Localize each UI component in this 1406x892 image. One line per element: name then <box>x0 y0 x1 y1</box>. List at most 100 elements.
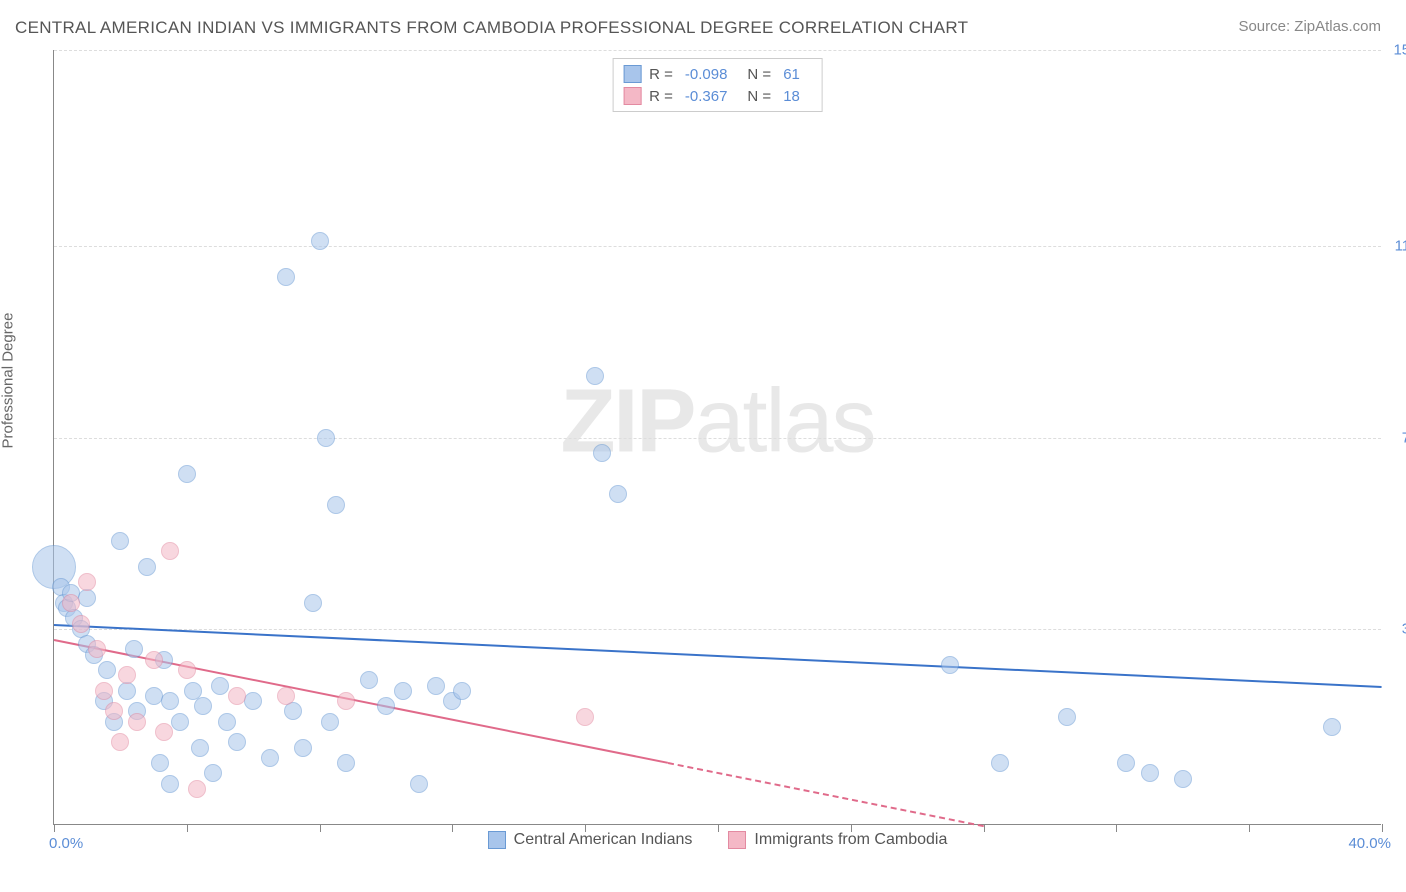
data-point <box>95 682 113 700</box>
x-tick <box>452 824 453 832</box>
data-point <box>304 594 322 612</box>
data-point <box>111 733 129 751</box>
data-point <box>118 682 136 700</box>
chart-title: CENTRAL AMERICAN INDIAN VS IMMIGRANTS FR… <box>15 18 968 38</box>
data-point <box>178 465 196 483</box>
legend-label: Immigrants from Cambodia <box>754 831 947 849</box>
source-label: Source: ZipAtlas.com <box>1238 18 1381 35</box>
data-point <box>78 573 96 591</box>
data-point <box>337 692 355 710</box>
data-point <box>204 764 222 782</box>
data-point <box>161 542 179 560</box>
data-point <box>111 532 129 550</box>
legend-correlation-box: R = -0.098 N = 61 R = -0.367 N = 18 <box>612 58 823 112</box>
gridline <box>54 438 1381 439</box>
x-tick <box>187 824 188 832</box>
data-point <box>218 713 236 731</box>
data-point <box>228 733 246 751</box>
x-tick <box>54 824 55 832</box>
y-axis-title: Professional Degree <box>0 313 17 449</box>
data-point <box>62 594 80 612</box>
n-value: 61 <box>783 66 800 83</box>
data-point <box>151 754 169 772</box>
data-point <box>284 702 302 720</box>
legend-stat-row: R = -0.367 N = 18 <box>623 85 812 107</box>
r-value: -0.098 <box>685 66 728 83</box>
legend-swatch <box>623 65 641 83</box>
data-point <box>118 666 136 684</box>
x-tick <box>851 824 852 832</box>
data-point <box>161 775 179 793</box>
gridline <box>54 246 1381 247</box>
data-point <box>991 754 1009 772</box>
legend-swatch <box>728 831 746 849</box>
y-tick-label: 15.0% <box>1393 42 1406 59</box>
data-point <box>394 682 412 700</box>
x-tick <box>320 824 321 832</box>
data-point <box>171 713 189 731</box>
x-max-label: 40.0% <box>1348 835 1391 852</box>
legend-item: Immigrants from Cambodia <box>728 831 947 849</box>
data-point <box>128 713 146 731</box>
data-point <box>593 444 611 462</box>
data-point <box>1174 770 1192 788</box>
data-point <box>337 754 355 772</box>
data-point <box>72 615 90 633</box>
gridline <box>54 50 1381 51</box>
data-point <box>1117 754 1135 772</box>
data-point <box>98 661 116 679</box>
data-point <box>410 775 428 793</box>
data-point <box>294 739 312 757</box>
data-point <box>105 702 123 720</box>
data-point <box>609 485 627 503</box>
x-tick <box>984 824 985 832</box>
legend-stat-row: R =-0.098N =61 <box>623 63 812 85</box>
data-point <box>161 692 179 710</box>
x-tick <box>585 824 586 832</box>
data-point <box>427 677 445 695</box>
data-point <box>1141 764 1159 782</box>
data-point <box>261 749 279 767</box>
data-point <box>78 589 96 607</box>
data-point <box>191 739 209 757</box>
y-tick-label: 3.8% <box>1402 620 1406 637</box>
data-point <box>125 640 143 658</box>
data-point <box>145 687 163 705</box>
legend-swatch <box>623 87 641 105</box>
y-tick-label: 7.5% <box>1402 429 1406 446</box>
gridline <box>54 629 1381 630</box>
data-point <box>188 780 206 798</box>
legend-label: Central American Indians <box>514 831 693 849</box>
data-point <box>360 671 378 689</box>
data-point <box>586 367 604 385</box>
data-point <box>178 661 196 679</box>
data-point <box>576 708 594 726</box>
data-point <box>277 268 295 286</box>
data-point <box>155 723 173 741</box>
plot-area: ZIPatlas R =-0.098N =61R =-0.367N =18 Ce… <box>53 50 1381 825</box>
n-value: 18 <box>783 88 800 105</box>
data-point <box>327 496 345 514</box>
legend-item: Central American Indians <box>488 831 693 849</box>
data-point <box>941 656 959 674</box>
n-label: N = <box>747 88 771 105</box>
data-point <box>321 713 339 731</box>
trend-line-extrapolated <box>668 762 984 827</box>
data-point <box>228 687 246 705</box>
data-point <box>194 697 212 715</box>
data-point <box>244 692 262 710</box>
data-point <box>88 640 106 658</box>
data-point <box>317 429 335 447</box>
legend-swatch <box>488 831 506 849</box>
r-value: -0.367 <box>685 88 728 105</box>
x-min-label: 0.0% <box>49 835 83 852</box>
data-point <box>453 682 471 700</box>
y-tick-label: 11.2% <box>1395 238 1406 255</box>
data-point <box>1323 718 1341 736</box>
x-tick <box>1249 824 1250 832</box>
x-tick <box>718 824 719 832</box>
r-label: R = <box>649 88 673 105</box>
data-point <box>377 697 395 715</box>
data-point <box>138 558 156 576</box>
r-label: R = <box>649 66 673 83</box>
